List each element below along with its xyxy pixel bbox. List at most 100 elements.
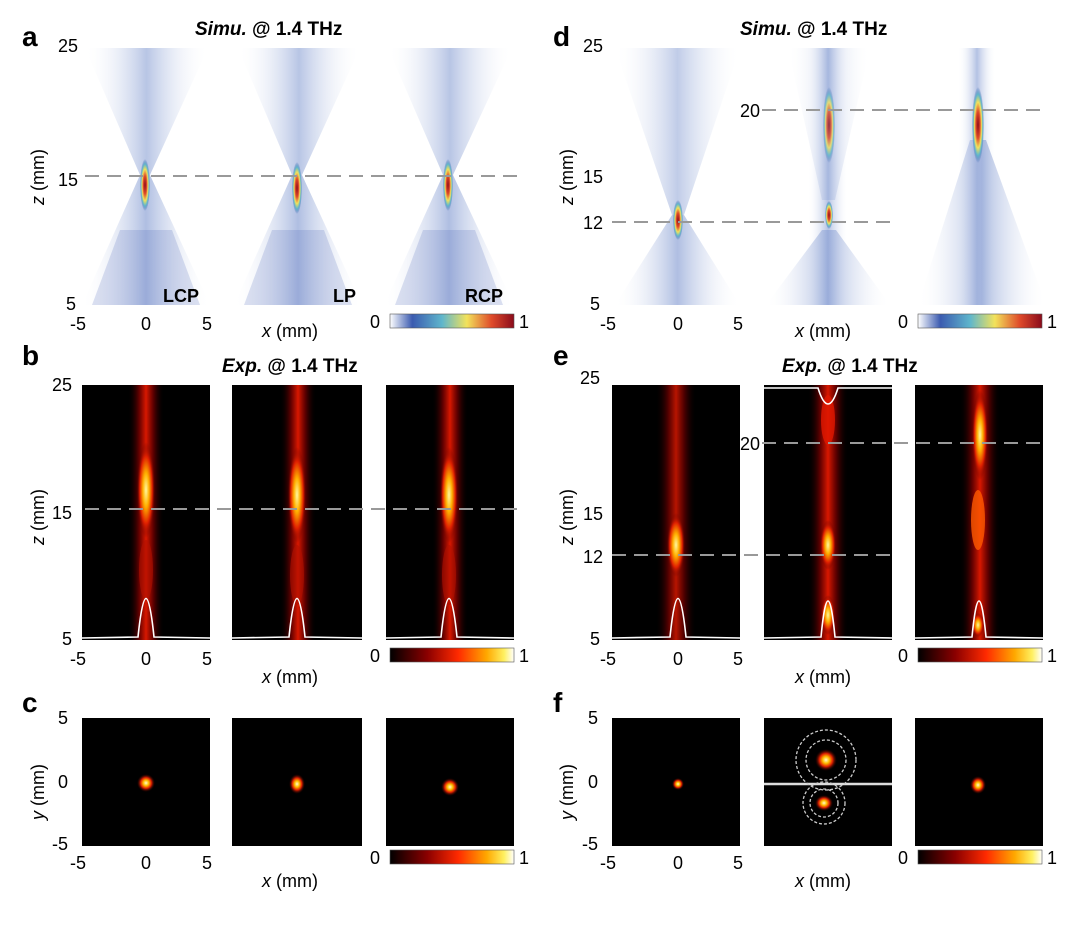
ytick-d-5: 5 <box>590 294 600 314</box>
ylabel-f: y (mm) <box>557 764 577 822</box>
xtick-d-5: 5 <box>733 314 743 334</box>
panel-letter-c: c <box>22 687 38 718</box>
colorbar-e-max: 1 <box>1047 646 1057 666</box>
panel-letter-b: b <box>22 340 39 371</box>
ytick-d-25: 25 <box>583 36 603 56</box>
xtick-e-m5: -5 <box>600 649 616 669</box>
panel-d: d Simu. @ 1.4 THz 25 20 15 12 5 z (mm) -… <box>553 19 1057 341</box>
label-rcp: RCP <box>465 286 503 306</box>
xtick-a-0: 0 <box>141 314 151 334</box>
ytick-a-5: 5 <box>66 294 76 314</box>
ytick-d-12: 12 <box>583 213 603 233</box>
colorbar-c <box>390 850 514 864</box>
panel-letter-a: a <box>22 21 38 52</box>
colorbar-e-min: 0 <box>898 646 908 666</box>
exp-panel-b3 <box>386 385 514 640</box>
xtick-b-m5: -5 <box>70 649 86 669</box>
panel-b-title: Exp. @ 1.4 THz <box>222 356 358 377</box>
xlabel-e: x (mm) <box>794 667 851 687</box>
colorbar-f-min: 0 <box>898 848 908 868</box>
panel-d-title: Simu. @ 1.4 THz <box>740 19 887 40</box>
colorbar-f-max: 1 <box>1047 848 1057 868</box>
ytick-a-15: 15 <box>58 170 78 190</box>
colorbar-b-min: 0 <box>370 646 380 666</box>
colorbar-c-max: 1 <box>519 848 529 868</box>
panel-letter-e: e <box>553 340 569 371</box>
xtick-e-0: 0 <box>673 649 683 669</box>
xtick-c-m5: -5 <box>70 853 86 873</box>
xtick-f-5: 5 <box>733 853 743 873</box>
ytick-c-0: 0 <box>58 772 68 792</box>
sim-panel-lcp <box>82 48 210 305</box>
spot-panel-c3 <box>386 718 514 846</box>
ytick-e-12: 12 <box>583 547 603 567</box>
ytick-b-25: 25 <box>52 375 72 395</box>
ytick-b-5: 5 <box>62 629 72 649</box>
ytick-f-0: 0 <box>588 772 598 792</box>
xtick-d-0: 0 <box>673 314 683 334</box>
sim-panel-d2 <box>766 48 890 305</box>
ytick-e-5: 5 <box>590 629 600 649</box>
ytick-f-m5: -5 <box>582 834 598 854</box>
spot-panel-f2 <box>764 718 892 846</box>
colorbar-e <box>918 648 1042 662</box>
xtick-b-0: 0 <box>141 649 151 669</box>
ylabel-a: z (mm) <box>28 149 48 206</box>
xtick-f-0: 0 <box>673 853 683 873</box>
sim-panel-d1 <box>615 48 740 305</box>
label-lcp: LCP <box>163 286 199 306</box>
colorbar-d <box>918 314 1042 328</box>
panel-e-title: Exp. @ 1.4 THz <box>782 356 918 377</box>
ylabel-d: z (mm) <box>557 149 577 206</box>
colorbar-b-max: 1 <box>519 646 529 666</box>
ytick-e-25: 25 <box>580 368 600 388</box>
xlabel-d: x (mm) <box>794 321 851 341</box>
ytick-c-m5: -5 <box>52 834 68 854</box>
exp-panel-b2 <box>232 385 362 640</box>
panel-a: a Simu. @ 1.4 THz 25 15 5 z (mm) -5 0 5 … <box>22 19 529 341</box>
exp-panel-e3 <box>915 385 1043 640</box>
sim-panel-lp <box>234 48 362 305</box>
colorbar-f <box>918 850 1042 864</box>
xtick-a-5: 5 <box>202 314 212 334</box>
figure-canvas: a Simu. @ 1.4 THz 25 15 5 z (mm) -5 0 5 … <box>0 0 1080 925</box>
xtick-c-0: 0 <box>141 853 151 873</box>
ylabel-b: z (mm) <box>28 489 48 546</box>
panel-letter-f: f <box>553 687 563 718</box>
colorbar-a <box>390 314 514 328</box>
ytick-d-20: 20 <box>740 101 760 121</box>
ytick-d-15: 15 <box>583 167 603 187</box>
exp-panel-e2 <box>764 385 892 640</box>
ytick-e-20: 20 <box>740 434 760 454</box>
panel-f: f 5 0 -5 y (mm) -5 0 5 x (mm) 0 1 <box>553 687 1057 891</box>
spot-panel-f1 <box>612 718 740 846</box>
exp-panel-b1 <box>82 385 210 640</box>
spot-panel-c2 <box>232 718 362 846</box>
label-lp: LP <box>333 286 356 306</box>
colorbar-c-min: 0 <box>370 848 380 868</box>
xtick-e-5: 5 <box>733 649 743 669</box>
xlabel-c: x (mm) <box>261 871 318 891</box>
colorbar-a-min: 0 <box>370 312 380 332</box>
panel-a-title: Simu. @ 1.4 THz <box>195 19 342 40</box>
ytick-c-5: 5 <box>58 708 68 728</box>
ytick-b-15: 15 <box>52 503 72 523</box>
colorbar-a-max: 1 <box>519 312 529 332</box>
panel-b: b Exp. @ 1.4 THz 25 15 5 z (mm) -5 0 5 x… <box>22 340 529 687</box>
panel-e: e Exp. @ 1.4 THz 25 20 15 12 5 z (mm) -5… <box>553 340 1057 687</box>
ytick-e-15: 15 <box>583 504 603 524</box>
xlabel-f: x (mm) <box>794 871 851 891</box>
colorbar-d-min: 0 <box>898 312 908 332</box>
xtick-a-m5: -5 <box>70 314 86 334</box>
ytick-a-25: 25 <box>58 36 78 56</box>
ylabel-c: y (mm) <box>28 764 48 822</box>
spot-panel-c1 <box>82 718 210 846</box>
xtick-d-m5: -5 <box>600 314 616 334</box>
xtick-b-5: 5 <box>202 649 212 669</box>
ylabel-e: z (mm) <box>557 489 577 546</box>
panel-c: c 5 0 -5 y (mm) -5 0 5 x (mm) 0 1 <box>22 687 529 891</box>
exp-panel-e1 <box>612 385 740 640</box>
sim-panel-d3 <box>918 48 1046 305</box>
xtick-c-5: 5 <box>202 853 212 873</box>
colorbar-d-max: 1 <box>1047 312 1057 332</box>
